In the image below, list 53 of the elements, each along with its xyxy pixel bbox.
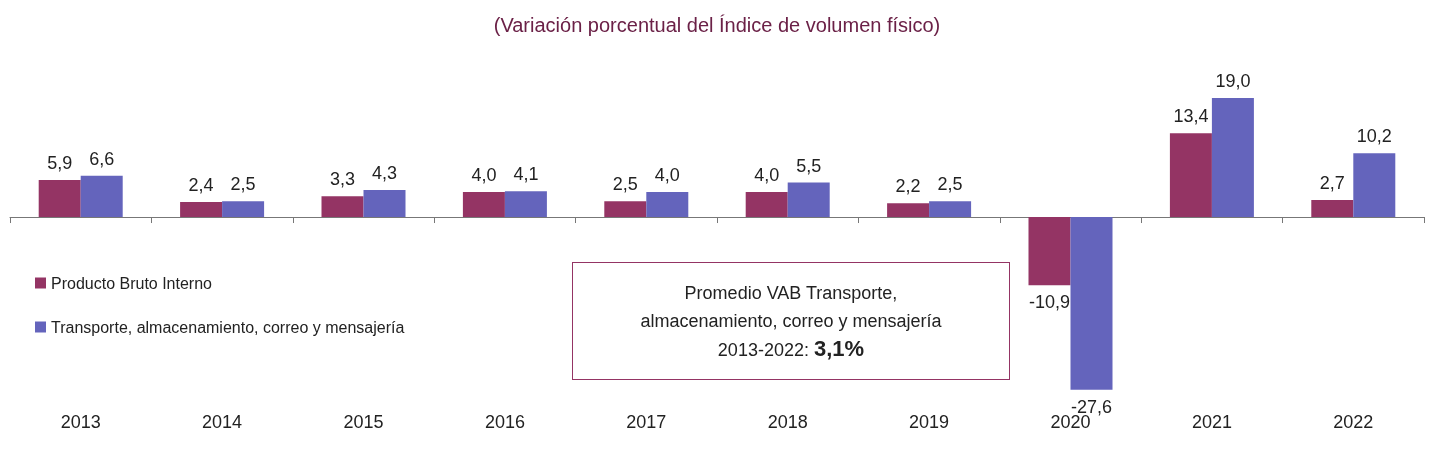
x-tick-label: 2014 [202,412,243,432]
bar [38,180,81,218]
bar [222,201,265,218]
x-tick-label: 2016 [484,412,525,432]
data-label: 2,4 [188,174,214,195]
data-label: 10,2 [1356,126,1392,147]
x-tick-label: 2015 [343,412,384,432]
data-label: 13,4 [1173,106,1209,127]
annotation: Promedio VAB Transporte, almacenamiento, correo y mensajería 2013-2022: 3,1% [640,281,942,363]
data-label: -10,9 [1028,292,1071,313]
bar [321,196,364,218]
x-tick-label: 2021 [1191,412,1232,432]
data-label: 4,3 [371,163,398,184]
bar [887,203,930,218]
data-label: 2,5 [612,174,638,195]
data-label: 4,0 [754,164,780,185]
legend-label: Transporte, almacenamiento, correo y mensajería [51,318,405,336]
bar [1028,217,1071,286]
bar [604,201,647,218]
data-label: 4,0 [471,164,497,185]
bar [1211,98,1254,218]
data-label: 5,5 [796,155,822,176]
bar [363,190,406,218]
text-box: Promedio VAB Transporte, almacenamiento, correo y mensajería 2013-2022: 3,1% [572,262,1010,380]
bar [1169,133,1212,218]
data-label: 4,0 [654,164,680,185]
chart-title: (Variación porcentual del Índice de volumen físico) [493,14,941,36]
x-tick-label: 2019 [909,412,950,432]
x-tick-label: 2017 [626,412,667,432]
bar [1353,153,1396,218]
data-label: 19,0 [1215,71,1251,92]
bar [929,201,972,218]
bar [1070,217,1113,390]
bar [180,201,223,218]
bar [80,175,123,218]
bar [646,191,689,218]
data-label: 2,2 [895,176,921,197]
data-label: 4,1 [513,164,539,185]
data-label: 2,5 [230,174,256,195]
data-label: 3,3 [329,169,356,190]
x-tick-label: 2013 [60,412,101,432]
bar [462,191,505,218]
data-label: 5,9 [47,153,73,174]
data-label: 2,7 [1319,173,1345,194]
data-label: 2,5 [937,174,963,195]
bar [745,191,788,218]
x-tick-label: 2018 [767,412,808,432]
bar [787,182,830,218]
legend-label: Producto Bruto Interno [51,274,213,292]
bar [504,191,547,218]
bar [1311,200,1354,218]
x-tick-label: 2022 [1333,412,1374,432]
data-label: 6,6 [89,148,115,169]
